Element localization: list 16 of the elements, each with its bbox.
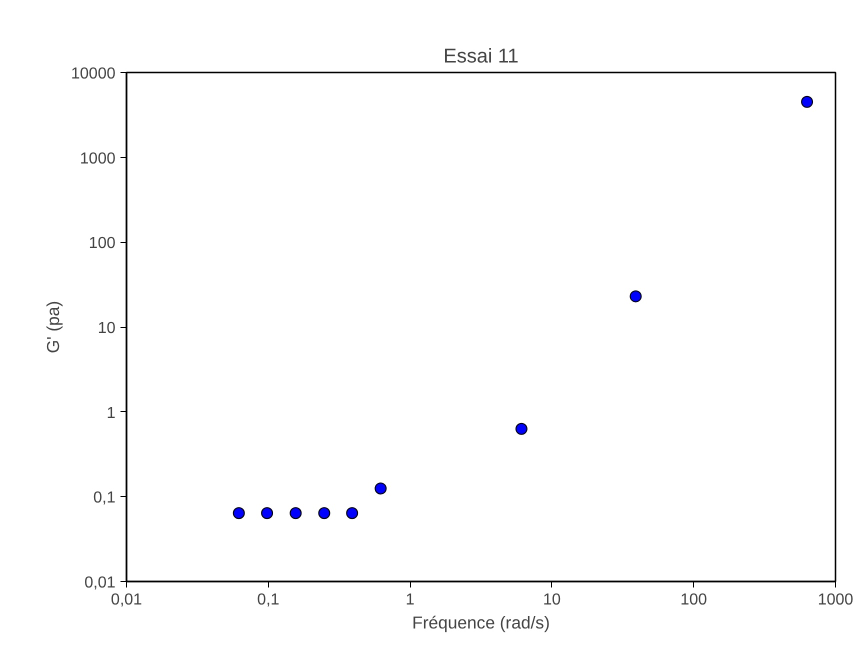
- y-axis-title: G' (pa): [43, 300, 64, 354]
- x-tick-label: 100: [680, 592, 708, 608]
- y-tick-label: 0,01: [84, 574, 116, 592]
- chart-title: Essai 11: [443, 46, 519, 68]
- y-tick-label: 1: [106, 404, 116, 422]
- x-tick-label: 1000: [818, 592, 854, 608]
- y-tick-label: 100: [88, 235, 116, 252]
- x-tick-label: 10: [543, 592, 561, 608]
- x-tick-label: 1: [406, 592, 415, 608]
- x-tick-label: 0,1: [257, 592, 280, 608]
- y-tick-label: 10: [98, 320, 116, 337]
- x-tick-label: 0,01: [110, 592, 142, 608]
- y-tick-label: 10000: [71, 66, 116, 82]
- y-tick-label: 0,1: [93, 490, 116, 507]
- x-axis-title: Fréquence (rad/s): [412, 612, 550, 632]
- y-tick-label: 1000: [80, 150, 116, 168]
